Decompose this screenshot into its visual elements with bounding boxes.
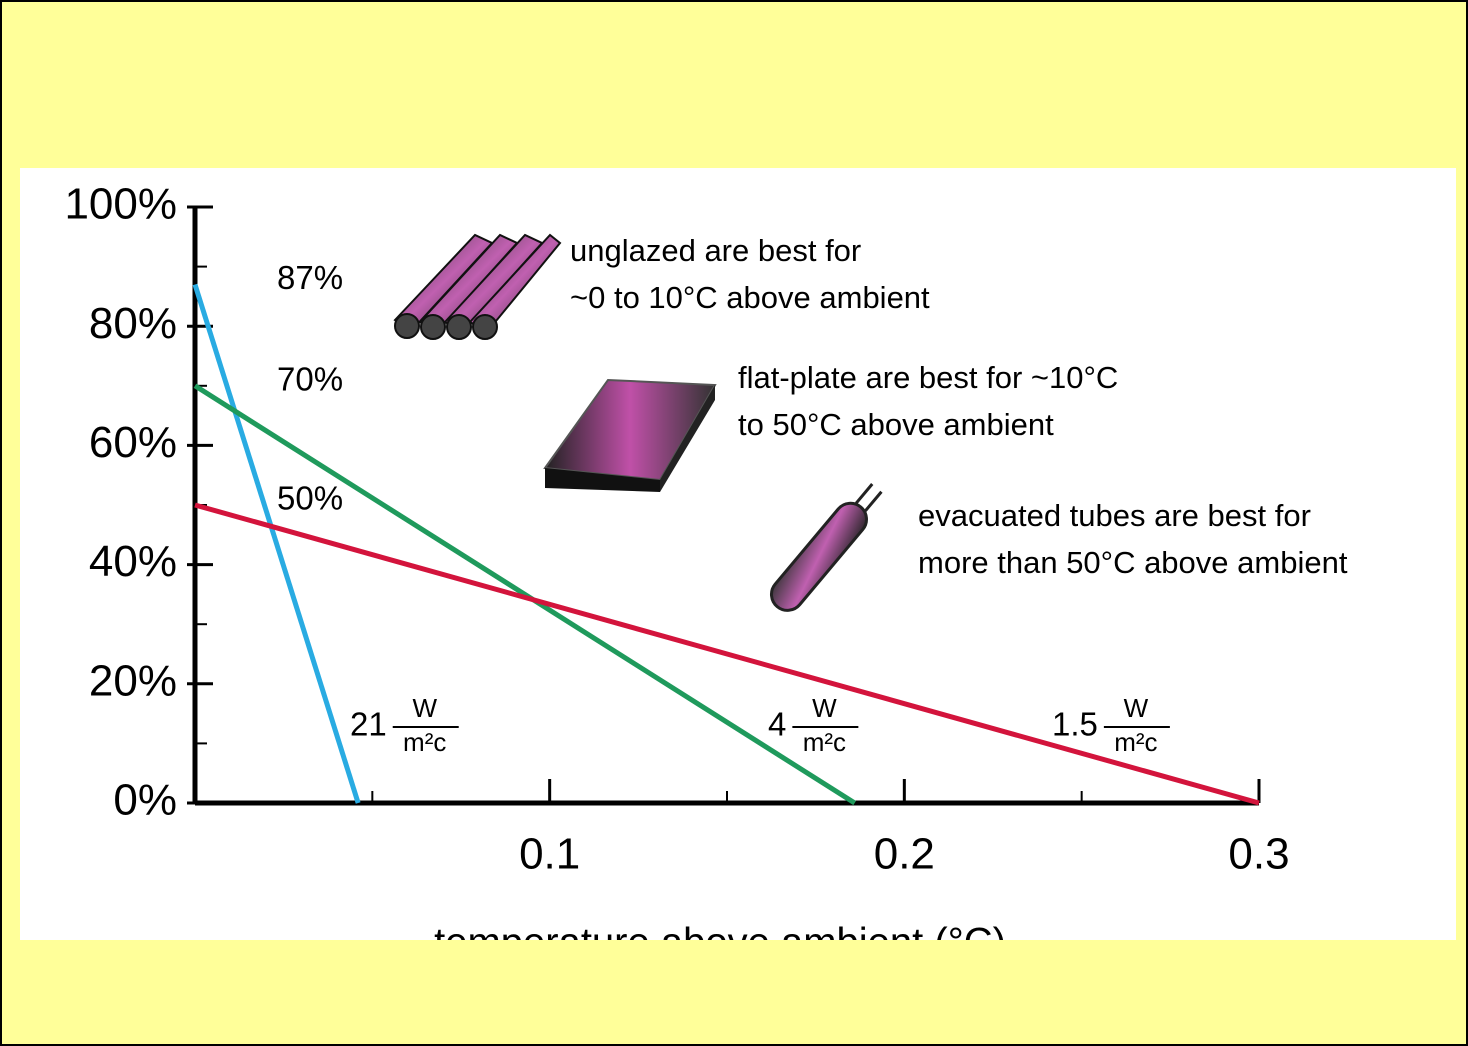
x-tick-label: 0.2	[874, 830, 935, 879]
slope-unit-bottom: m²c	[803, 727, 846, 757]
slope-unit-top: W	[1124, 693, 1149, 723]
slope-coefficient: 21	[350, 706, 387, 743]
y-tick-label: 20%	[89, 656, 177, 705]
value-label: 70%	[277, 361, 343, 398]
y-tick-label: 40%	[89, 537, 177, 586]
annotation: flat-plate are best for ~10°C	[738, 360, 1118, 395]
slope-unit-bottom: m²c	[1114, 727, 1157, 757]
value-label: 50%	[277, 480, 343, 517]
value-label: 87%	[277, 259, 343, 296]
page: {"chart_data":{"type":"line", "x_label":…	[0, 0, 1468, 1046]
annotation: unglazed are best for	[570, 233, 861, 268]
slope-coefficient: 4	[768, 706, 786, 743]
x-tick-label: 0.3	[1228, 830, 1289, 879]
annotation: to 50°C above ambient	[738, 407, 1054, 442]
annotation: ~0 to 10°C above ambient	[570, 280, 930, 315]
y-tick-label: 100%	[64, 180, 177, 229]
slope-unit-top: W	[812, 693, 837, 723]
annotation: more than 50°C above ambient	[918, 545, 1348, 580]
slope-unit-top: W	[412, 693, 437, 723]
y-tick-label: 60%	[89, 418, 177, 467]
y-tick-label: 80%	[89, 299, 177, 348]
slope-unit-bottom: m²c	[403, 727, 446, 757]
x-tick-label: 0.1	[519, 830, 580, 879]
slope-coefficient: 1.5	[1052, 706, 1098, 743]
annotation: evacuated tubes are best for	[918, 498, 1311, 533]
chart: 0%20%40%60%80%100%0.10.20.3temperature a…	[0, 0, 1468, 1046]
y-tick-label: 0%	[113, 776, 177, 825]
